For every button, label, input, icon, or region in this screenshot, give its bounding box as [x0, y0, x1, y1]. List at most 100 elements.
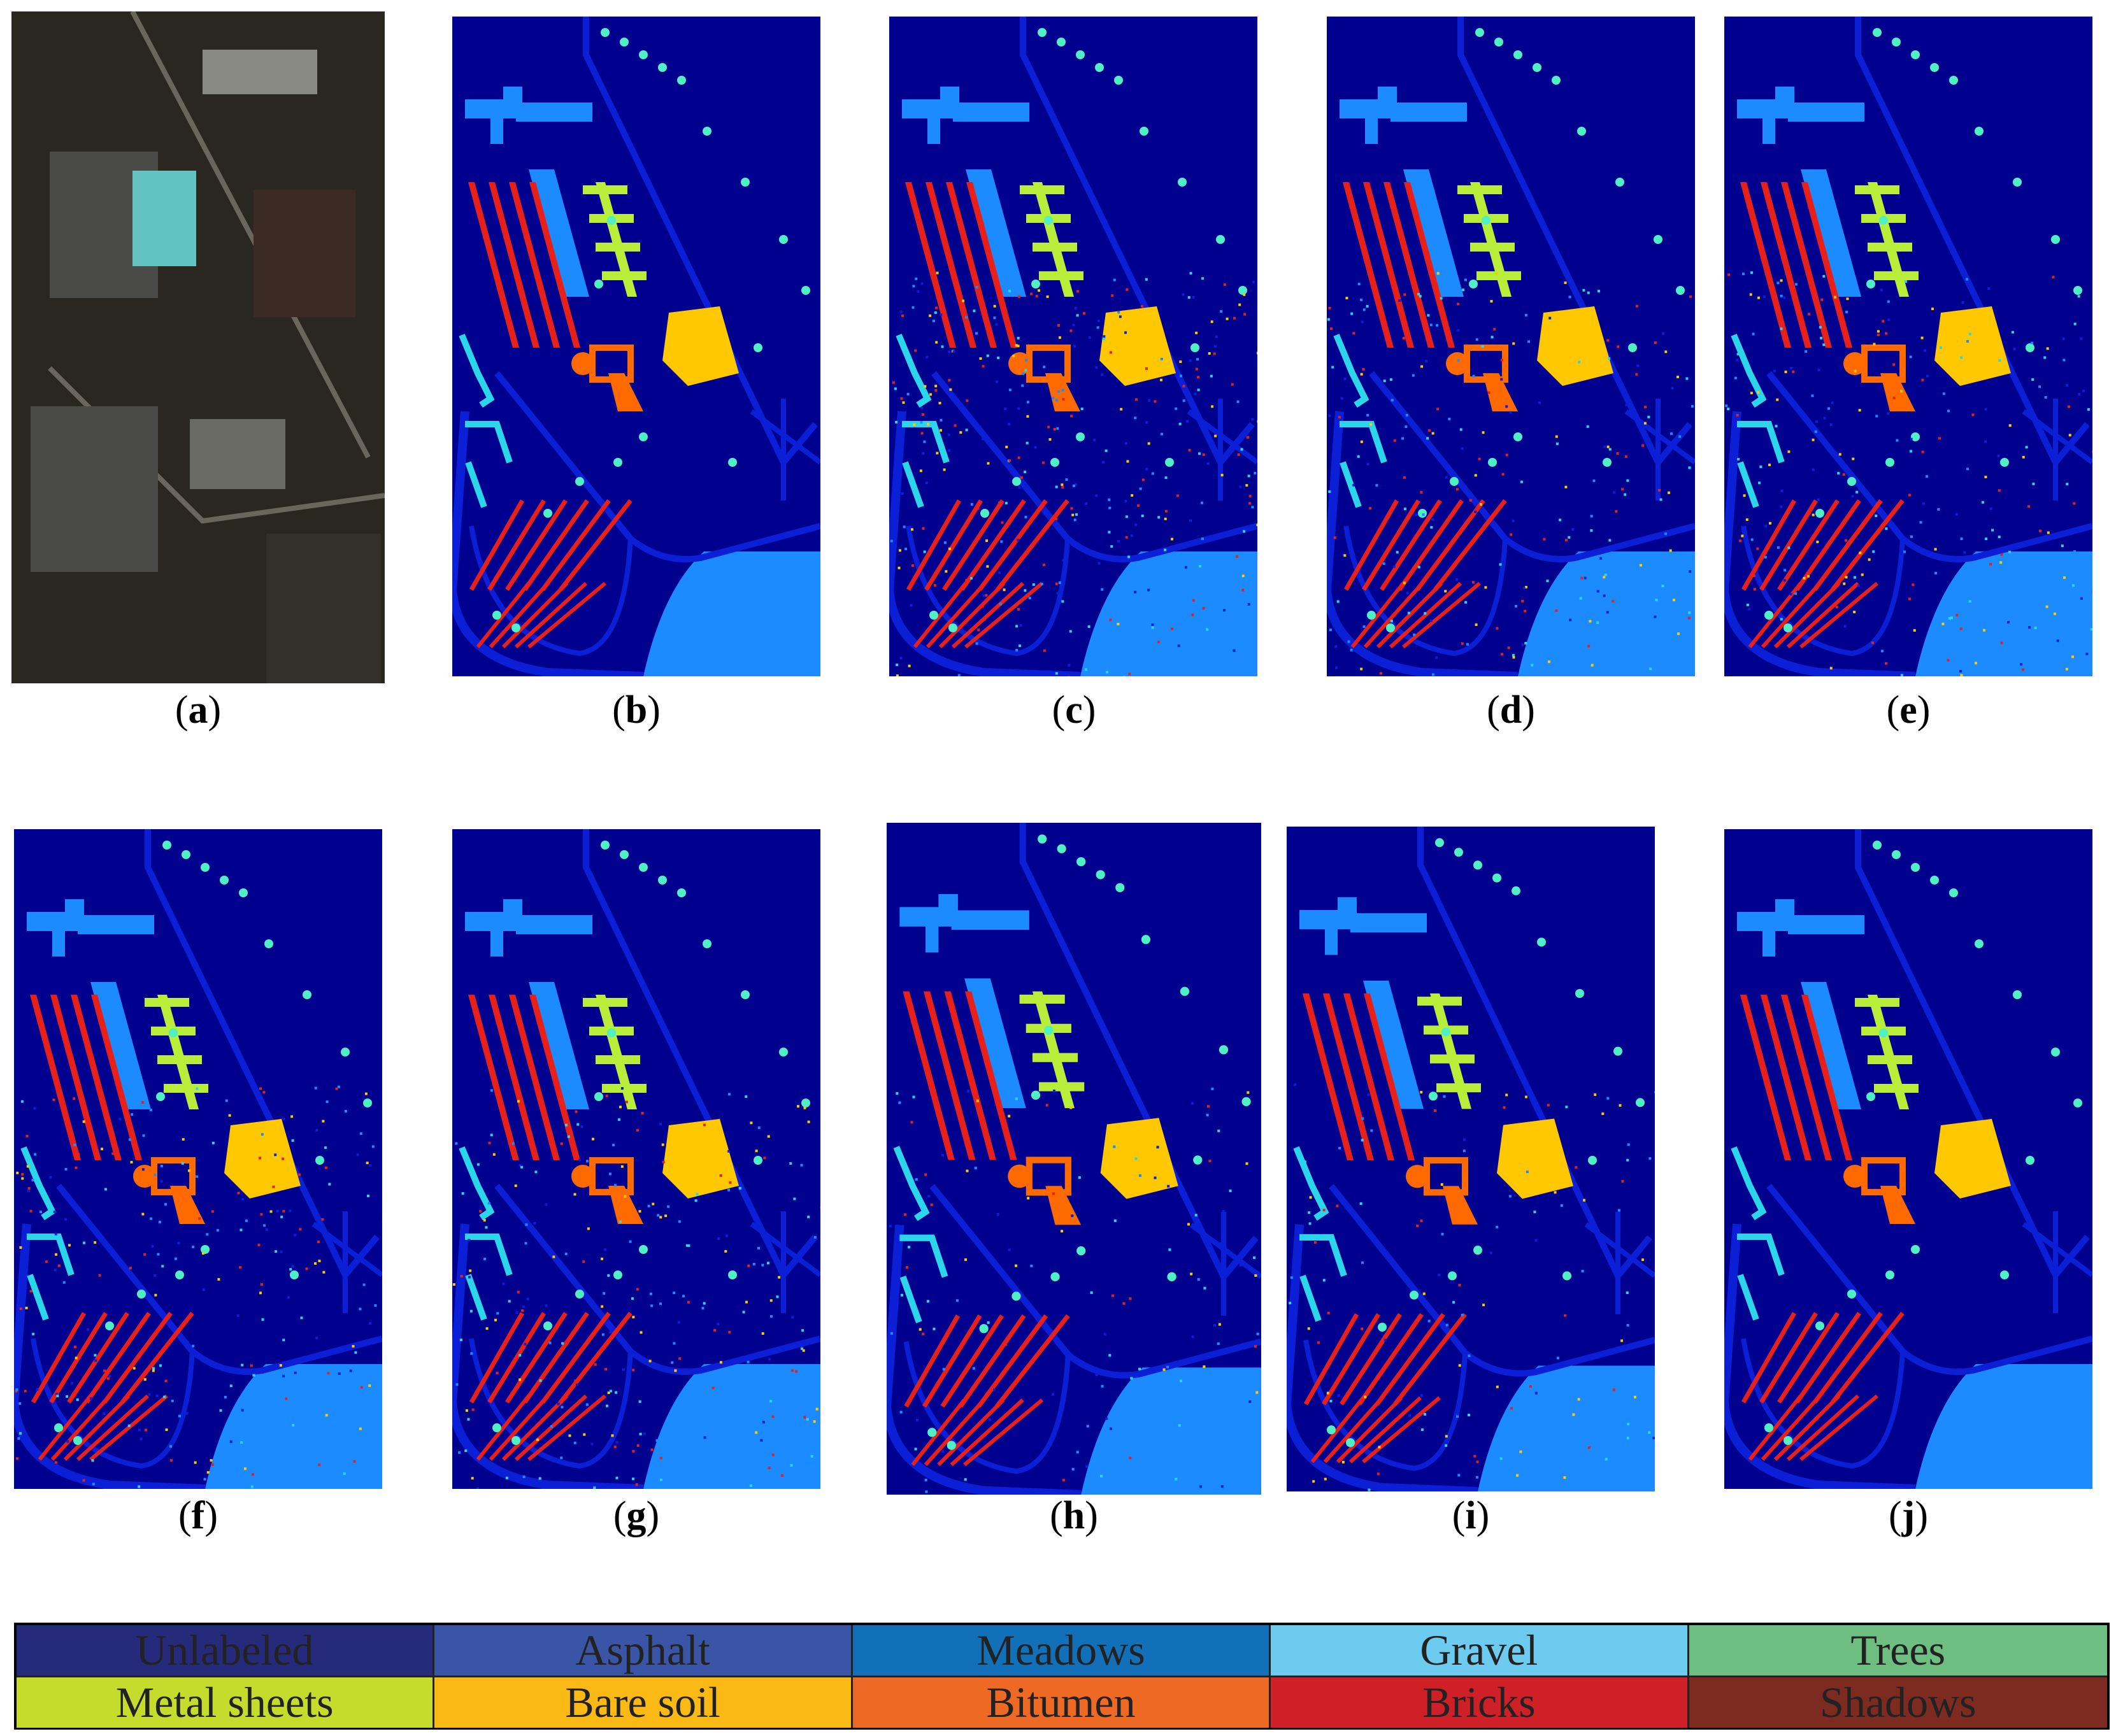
noise-speck [2000, 641, 2003, 644]
building-asphalt [27, 899, 84, 957]
noise-speck [1178, 422, 1182, 425]
noise-speck [1086, 1425, 1089, 1428]
bricks-parking [1322, 1313, 1380, 1405]
trees-dot [137, 1290, 146, 1298]
trees-dot [1911, 863, 1920, 872]
noise-speck [1643, 422, 1647, 425]
trees-dot [639, 50, 648, 59]
bricks-parking [1340, 1313, 1402, 1405]
noise-speck [622, 1368, 625, 1371]
noise-speck [1160, 357, 1163, 360]
noise-speck [1583, 1199, 1586, 1202]
legend-item: Bricks [1271, 1677, 1689, 1728]
noise-speck [1835, 606, 1838, 609]
noise-speck [1420, 1091, 1423, 1094]
bricks-parking [1813, 1311, 1883, 1404]
rgb-roofs [254, 190, 355, 317]
noise-speck [1245, 1162, 1248, 1165]
bitumen-wing [170, 1186, 205, 1224]
trees-dot [594, 1092, 603, 1101]
noise-speck [1071, 1214, 1074, 1218]
noise-speck [178, 1414, 182, 1418]
noise-speck [1873, 343, 1876, 346]
noise-speck [1763, 295, 1766, 299]
trees-dot [1482, 216, 1490, 225]
noise-speck [185, 1412, 189, 1415]
noise-speck [2078, 393, 2081, 396]
noise-speck [948, 350, 951, 353]
noise-speck [638, 1210, 641, 1213]
noise-speck [966, 399, 969, 402]
trees-dot [639, 863, 648, 872]
bricks-parking [38, 1395, 92, 1461]
noise-speck [727, 1149, 731, 1153]
noise-speck [1758, 481, 1761, 485]
meadows-region [1518, 551, 1695, 676]
noise-speck [291, 1139, 294, 1142]
noise-speck [468, 1276, 471, 1279]
noise-speck [1201, 277, 1205, 280]
noise-speck [1167, 1185, 1170, 1188]
noise-speck [738, 1186, 741, 1190]
noise-speck [1322, 1279, 1326, 1282]
noise-speck [978, 425, 982, 429]
noise-speck [1727, 408, 1730, 411]
bricks-parking [940, 1314, 1004, 1408]
noise-speck [53, 1210, 56, 1213]
noise-speck [993, 304, 996, 308]
noise-speck [1194, 392, 1197, 395]
noise-speck [1427, 314, 1430, 317]
noise-speck [636, 1288, 639, 1291]
noise-speck [977, 629, 980, 632]
noise-speck [776, 1295, 779, 1298]
noise-speck [574, 1379, 577, 1383]
noise-speck [924, 1173, 927, 1176]
noise-speck [130, 1160, 133, 1163]
noise-speck [545, 1203, 548, 1206]
noise-speck [25, 1135, 29, 1138]
noise-speck [1364, 1395, 1367, 1398]
noise-speck [1635, 304, 1638, 308]
noise-speck [1556, 1356, 1559, 1360]
noise-speck [667, 1205, 670, 1208]
noise-speck [657, 1214, 660, 1217]
noise-speck [1164, 517, 1167, 520]
trees-dot [1911, 1245, 1920, 1254]
noise-speck [687, 1244, 690, 1248]
noise-speck [2046, 347, 2049, 350]
bricks-parking [1777, 1312, 1840, 1404]
noise-speck [1745, 518, 1748, 521]
noise-speck [465, 1409, 468, 1412]
noise-speck [1065, 478, 1068, 481]
noise-speck [1654, 1090, 1655, 1093]
noise-speck [1403, 508, 1406, 511]
noise-speck [1783, 296, 1786, 299]
noise-speck [1819, 325, 1822, 329]
noise-speck [1803, 576, 1806, 580]
trees-dot [303, 990, 311, 999]
noise-speck [1308, 1222, 1312, 1225]
noise-speck [1108, 1354, 1112, 1357]
trees-dot [1512, 886, 1520, 895]
noise-speck [573, 1441, 576, 1444]
noise-speck [1004, 408, 1007, 411]
noise-speck [1689, 570, 1692, 573]
noise-speck [485, 1226, 488, 1229]
noise-speck [1182, 385, 1185, 388]
noise-speck [1474, 474, 1477, 477]
noise-speck [237, 1192, 240, 1195]
trees-dot [175, 1270, 184, 1279]
noise-speck [807, 1120, 810, 1123]
noise-speck [1548, 317, 1552, 320]
noise-speck [1103, 335, 1106, 338]
noise-speck [1017, 608, 1020, 611]
trees-dot [105, 1321, 114, 1330]
gravel-path [1731, 334, 1767, 408]
noise-speck [1334, 666, 1338, 669]
trees-dot [1473, 1246, 1482, 1255]
noise-speck [1308, 1211, 1311, 1214]
legend-item: Asphalt [434, 1625, 853, 1677]
noise-speck [54, 1232, 57, 1235]
noise-speck [1401, 437, 1405, 440]
noise-speck [813, 1235, 817, 1239]
